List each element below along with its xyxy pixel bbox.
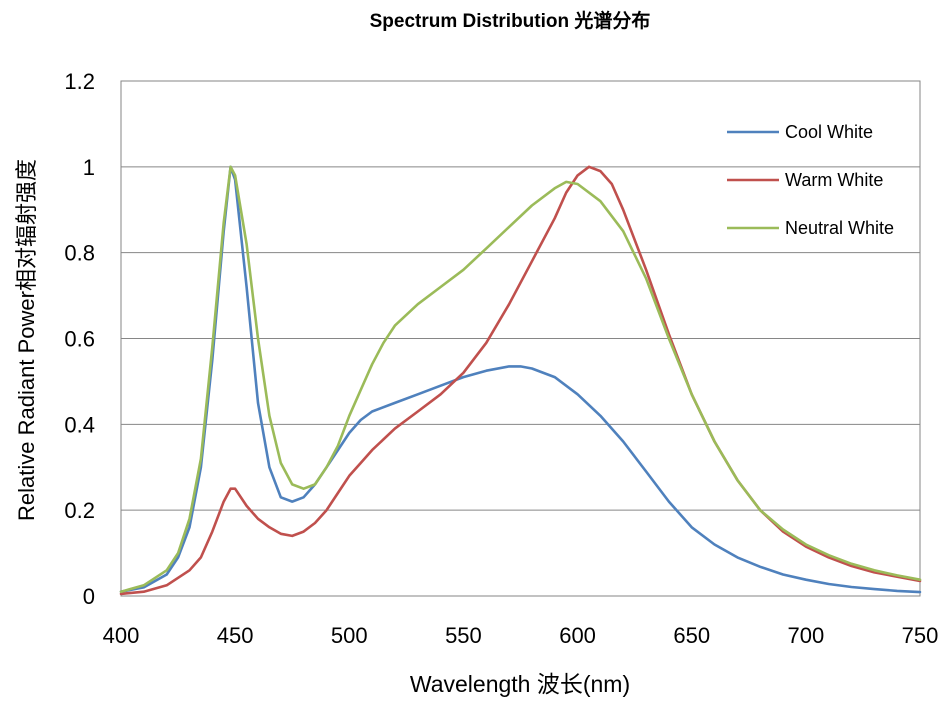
x-axis-ticks: 400 450 500 550 600 650 700 750	[103, 623, 939, 648]
legend: Cool White Warm White Neutral White	[727, 122, 894, 238]
y-tick-label: 0	[83, 584, 95, 609]
x-tick-label: 500	[331, 623, 368, 648]
x-tick-label: 650	[673, 623, 710, 648]
y-tick-label: 1.2	[64, 69, 95, 94]
y-axis-label: Relative Radiant Power相对辐射强度	[14, 159, 39, 521]
legend-label: Warm White	[785, 170, 883, 190]
x-tick-label: 700	[787, 623, 824, 648]
gridlines	[121, 166, 920, 511]
x-tick-label: 400	[103, 623, 140, 648]
x-tick-label: 450	[217, 623, 254, 648]
x-axis-label: Wavelength 波长(nm)	[410, 671, 630, 697]
y-tick-label: 0.8	[64, 241, 95, 266]
chart-title: Spectrum Distribution 光谱分布	[370, 9, 651, 32]
y-tick-label: 1	[83, 155, 95, 180]
legend-label: Cool White	[785, 122, 873, 142]
x-tick-label: 600	[559, 623, 596, 648]
series-line-neutral-white	[119, 165, 922, 594]
y-tick-label: 0.4	[64, 412, 95, 437]
plot-area-border	[120, 80, 921, 597]
series-lines	[119, 165, 922, 596]
y-tick-label: 0.2	[64, 498, 95, 523]
legend-label: Neutral White	[785, 218, 894, 238]
y-axis-ticks: 0 0.2 0.4 0.6 0.8 1 1.2	[64, 69, 95, 609]
x-tick-label: 550	[445, 623, 482, 648]
x-tick-label: 750	[902, 623, 939, 648]
y-tick-label: 0.6	[64, 327, 95, 352]
